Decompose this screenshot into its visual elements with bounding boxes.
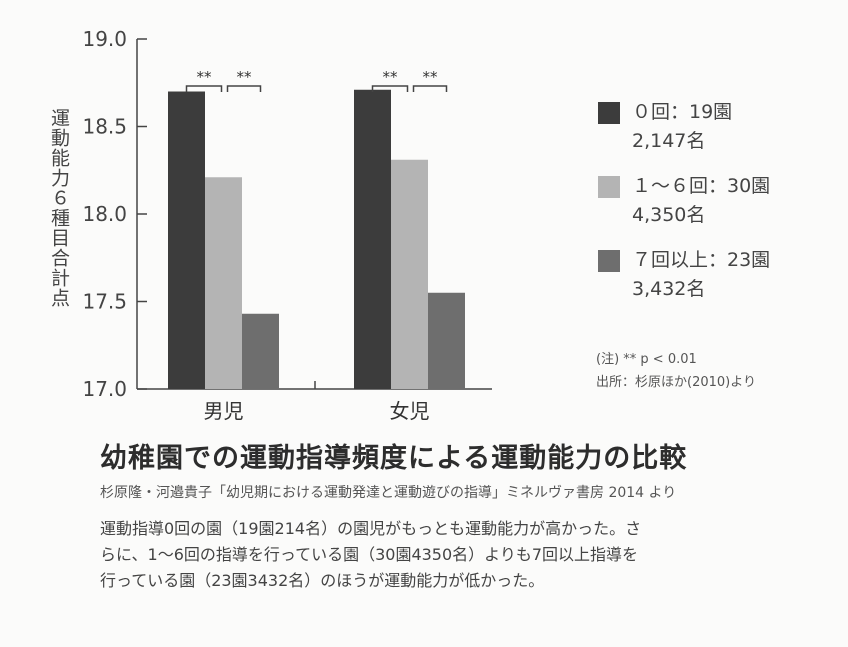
bar-1-2: [428, 292, 465, 389]
citation: 杉原隆・河邉貴子「幼児期における運動発達と運動遊びの指導」ミネルヴァ書房 201…: [100, 485, 677, 501]
figure-title: 幼稚園での運動指導頻度による運動能力の比較: [100, 443, 688, 474]
legend-label-1: １〜６回：30園: [632, 175, 771, 197]
legend-swatch-1: [598, 176, 620, 198]
bar-0-1: [205, 177, 242, 389]
legend-label-2: ７回以上：23園: [632, 249, 771, 271]
significance-note: (注) ** p < 0.01: [596, 352, 697, 367]
significance-mark-0-0: **: [197, 68, 213, 86]
description-line-2: らに、1〜6回の指導を行っている園（30園4350名）よりも7回以上指導を: [100, 545, 639, 564]
chart-notes: (注) ** p < 0.01 出所：杉原ほか(2010)より: [596, 348, 756, 394]
legend: ０回：19園 2,147名 １〜６回：30園 4,350名 ７回以上：23園 3…: [598, 98, 770, 320]
significance-mark-1-0: **: [383, 68, 399, 86]
significance-mark-0-1: **: [237, 68, 253, 86]
significance-mark-1-1: **: [423, 68, 439, 86]
significance-bracket-1-1: [412, 85, 448, 92]
bar-0-0: [168, 91, 205, 389]
y-tick-label-1: 17.5: [82, 290, 127, 314]
legend-item-0: ０回：19園 2,147名: [598, 98, 770, 156]
bar-0-2: [242, 313, 279, 389]
legend-item-2: ７回以上：23園 3,432名: [598, 246, 770, 304]
bar-1-1: [391, 159, 428, 389]
legend-swatch-0: [598, 102, 620, 124]
legend-count-0: 2,147名: [632, 130, 706, 152]
legend-count-2: 3,432名: [632, 278, 706, 300]
y-tick-label-3: 18.5: [82, 115, 127, 139]
x-tick-label-1: 女児: [390, 399, 430, 423]
bar-1-0: [354, 89, 391, 389]
description-line-1: 運動指導0回の園（19園214名）の園児がもっとも運動能力が高かった。さ: [100, 519, 642, 538]
x-tick-label-0: 男児: [204, 399, 244, 423]
significance-bracket-1-0: [371, 85, 409, 92]
description-text: 運動指導0回の園（19園214名）の園児がもっとも運動能力が高かった。さ らに、…: [100, 516, 780, 594]
significance-bracket-0-1: [226, 85, 262, 92]
data-source-note: 出所：杉原ほか(2010)より: [596, 375, 756, 390]
description-line-3: 行っている園（23園3432名）のほうが運動能力が低かった。: [100, 571, 545, 590]
legend-swatch-2: [598, 250, 620, 272]
significance-bracket-0-0: [185, 85, 223, 92]
y-tick-label-4: 19.0: [82, 27, 127, 51]
legend-count-1: 4,350名: [632, 204, 706, 226]
y-tick-label-2: 18.0: [82, 202, 127, 226]
y-axis-label: 運動能力６種目合計点: [48, 108, 70, 308]
y-tick-label-0: 17.0: [82, 377, 127, 401]
legend-item-1: １〜６回：30園 4,350名: [598, 172, 770, 230]
bar-chart: 17.0 17.5 18.0 18.5 19.0 男児 ** ** 女児 ** **: [82, 27, 492, 423]
legend-label-0: ０回：19園: [632, 101, 733, 123]
